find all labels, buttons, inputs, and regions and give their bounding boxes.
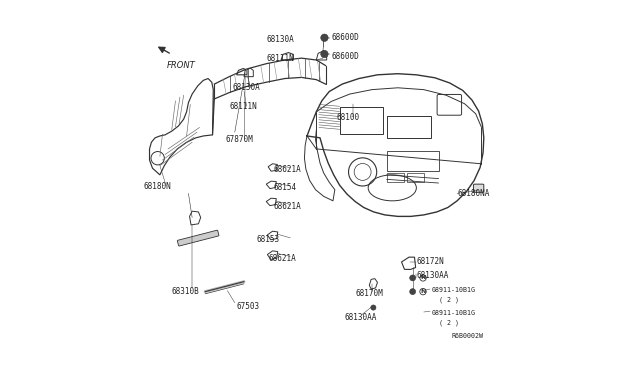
Text: 68130A: 68130A: [233, 83, 260, 92]
Text: 68180NA: 68180NA: [457, 189, 490, 198]
Text: 68154: 68154: [274, 183, 297, 192]
Text: 68180N: 68180N: [144, 182, 172, 190]
Bar: [407, 173, 424, 182]
Circle shape: [321, 34, 328, 41]
Text: 68621A: 68621A: [268, 254, 296, 263]
Text: 68621A: 68621A: [274, 165, 301, 174]
Circle shape: [410, 275, 415, 281]
Text: 08911-10B1G: 08911-10B1G: [431, 310, 475, 316]
Circle shape: [410, 289, 415, 295]
Text: FRONT: FRONT: [167, 61, 196, 70]
Text: 68130AA: 68130AA: [417, 271, 449, 280]
Text: 68621A: 68621A: [274, 202, 301, 211]
Text: 68111N: 68111N: [229, 102, 257, 111]
Bar: [387, 151, 438, 171]
Text: 68100: 68100: [337, 113, 360, 122]
Bar: [387, 173, 404, 182]
Text: 68111N: 68111N: [266, 54, 294, 62]
FancyBboxPatch shape: [177, 230, 219, 246]
Text: R6B0002W: R6B0002W: [452, 333, 484, 339]
Text: 67870M: 67870M: [225, 135, 253, 144]
Text: ( 2 ): ( 2 ): [438, 297, 459, 304]
Circle shape: [371, 305, 376, 310]
FancyBboxPatch shape: [474, 184, 484, 192]
Text: 68130AA: 68130AA: [344, 313, 376, 322]
Text: 68153: 68153: [257, 235, 280, 244]
Text: 08911-10B1G: 08911-10B1G: [431, 287, 475, 293]
Text: ( 2 ): ( 2 ): [438, 320, 459, 326]
Text: 68600D: 68600D: [331, 52, 359, 61]
Circle shape: [321, 50, 328, 58]
Text: 68130A: 68130A: [266, 35, 294, 44]
Text: 68310B: 68310B: [172, 287, 200, 296]
Text: 68170M: 68170M: [355, 289, 383, 298]
Bar: [387, 116, 431, 138]
Text: N: N: [420, 275, 426, 280]
Text: 67503: 67503: [237, 302, 260, 311]
Text: N: N: [420, 289, 426, 294]
Bar: [340, 108, 383, 134]
Text: 68172N: 68172N: [417, 257, 444, 266]
Text: 68600D: 68600D: [331, 33, 359, 42]
